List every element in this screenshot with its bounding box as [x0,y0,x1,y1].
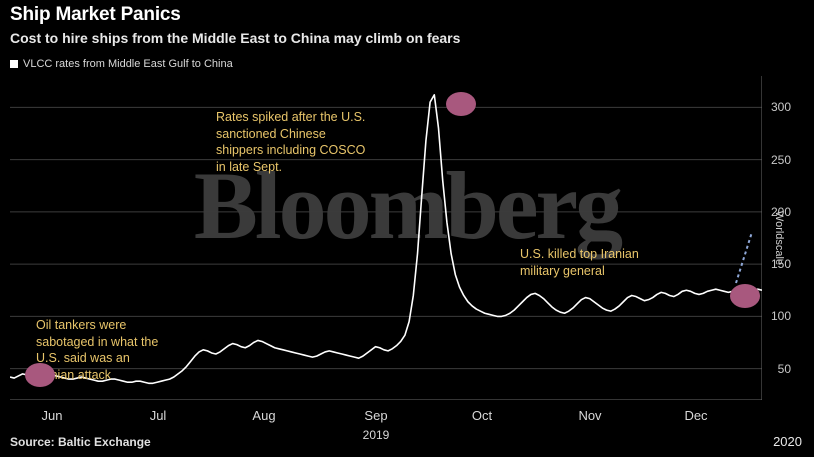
annotation-sabotage: Oil tankers were sabotaged in what the U… [36,318,159,382]
annotation-soleimani-marker [730,284,760,308]
chart-svg [10,76,762,400]
x-axis-tick-sep: Sep [364,408,388,423]
y-axis-tick-150: 150 [770,257,791,272]
legend-swatch-icon [10,60,18,68]
source-note: Source: Baltic Exchange [10,435,151,449]
x-axis-tick-aug: Aug [252,408,276,423]
page-subtitle: Cost to hire ships from the Middle East … [10,30,461,46]
annotation-cosco-marker [446,92,476,116]
y-axis-tick-50: 50 [777,361,791,376]
annotation-cosco: Rates spiked after the U.S. sanctioned C… [216,110,366,174]
page-title: Ship Market Panics [10,4,181,25]
y-axis-tick-250: 250 [770,152,791,167]
y-axis: 50 100 150 200 250 300 Worldscale [762,76,804,400]
x-axis-year: 2019 [362,428,390,442]
plot-area [10,76,762,400]
x-axis-tick-jun: Jun [41,408,63,423]
x-axis-tick-oct: Oct [471,408,493,423]
x-axis: Jun Jul Aug Sep Oct Nov Dec 2019 [10,400,762,445]
x-axis-tick-nov: Nov [578,408,602,423]
chart-legend: VLCC rates from Middle East Gulf to Chin… [10,58,233,70]
legend-label: VLCC rates from Middle East Gulf to Chin… [23,58,233,70]
x-axis-tick-dec: Dec [684,408,708,423]
annotation-sabotage-marker [25,363,55,387]
x-axis-tick-jul: Jul [149,408,167,423]
y-axis-label: Worldscale [772,210,785,266]
y-axis-tick-200: 200 [770,204,791,219]
y-axis-tick-300: 300 [770,100,791,115]
y-axis-tick-100: 100 [770,309,791,324]
annotation-soleimani: U.S. killed top Iranian military general [520,247,639,278]
x-axis-year-right: 2020 [773,434,802,449]
